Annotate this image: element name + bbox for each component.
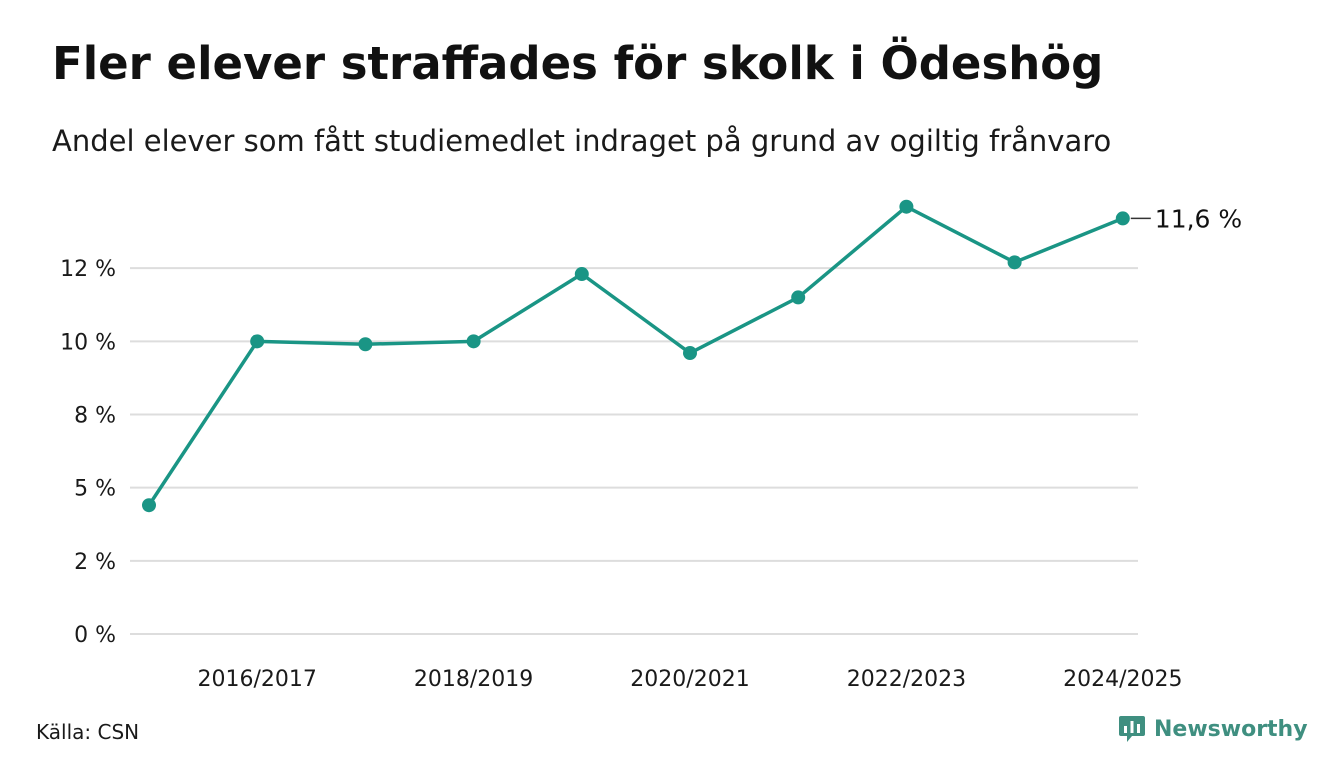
brand-name: Newsworthy	[1154, 716, 1308, 742]
end-value-label: 11,6 %	[1155, 204, 1242, 233]
x-tick-label: 2024/2025	[1063, 667, 1182, 692]
y-tick-label: 12 %	[60, 257, 116, 282]
chart-title: Fler elever straffades för skolk i Ödesh…	[52, 37, 1104, 90]
source-note: Källa: CSN	[36, 720, 140, 744]
brand-logo: Newsworthy	[1118, 714, 1308, 744]
y-tick-label: 0 %	[74, 623, 116, 648]
data-point	[250, 334, 265, 349]
x-tick-label: 2018/2019	[414, 667, 533, 692]
data-point	[1007, 255, 1022, 270]
series-line-group	[147, 204, 1125, 507]
end-label-group: 11,6 %	[1130, 204, 1242, 233]
data-point	[683, 346, 697, 361]
y-axis-ticks: 0 % 2 % 5 % 8 % 10 % 12 %	[60, 257, 116, 648]
data-point	[899, 199, 914, 214]
y-tick-label: 10 %	[60, 330, 116, 355]
y-tick-label: 8 %	[74, 404, 116, 429]
chart-subtitle: Andel elever som fått studiemedlet indra…	[52, 124, 1112, 158]
data-point	[574, 267, 589, 282]
y-tick-label: 2 %	[74, 550, 116, 575]
series-line	[147, 204, 1125, 507]
x-axis-ticks: 2016/2017 2018/2019 2020/2021 2022/2023 2024…	[198, 667, 1183, 692]
newsworthy-logo-icon	[1119, 716, 1145, 742]
data-points	[142, 199, 1130, 513]
data-point	[142, 498, 156, 513]
x-tick-label: 2022/2023	[847, 667, 966, 692]
data-point	[791, 290, 806, 305]
gridlines	[130, 267, 1138, 635]
data-point	[358, 337, 373, 352]
x-tick-label: 2016/2017	[198, 667, 317, 692]
data-point	[1115, 211, 1130, 226]
x-tick-label: 2020/2021	[630, 667, 749, 692]
data-point	[466, 334, 481, 349]
y-tick-label: 5 %	[74, 477, 116, 502]
